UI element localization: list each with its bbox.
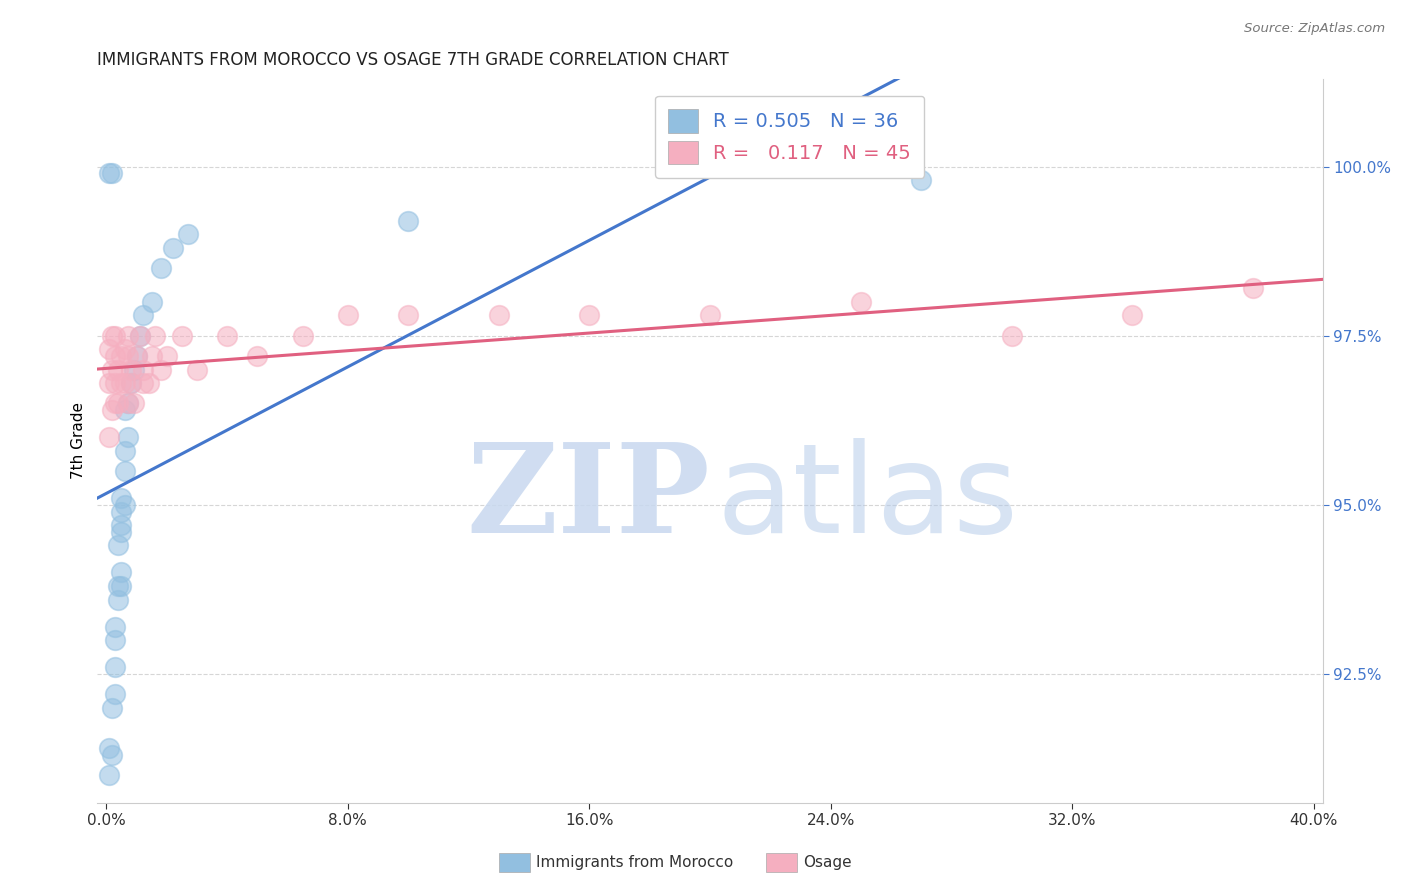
Point [104,619,127,633]
Point [120,376,142,390]
Point [117,349,139,363]
Point [101,403,124,417]
Point [98,768,121,782]
Point [131,309,153,323]
Point [104,633,127,648]
Point [101,748,124,763]
Point [117,396,139,410]
Point [488,309,510,323]
Point [101,166,124,180]
Point [98,166,121,180]
Point [110,505,132,519]
Point [149,260,172,275]
Point [141,349,163,363]
Point [217,328,239,343]
Point [246,349,269,363]
Point [143,328,166,343]
Point [131,362,153,376]
Point [1241,281,1264,295]
Point [110,579,132,593]
Point [1001,328,1024,343]
Point [114,376,136,390]
Point [114,498,136,512]
Point [104,328,127,343]
Text: IMMIGRANTS FROM MOROCCO VS OSAGE 7TH GRADE CORRELATION CHART: IMMIGRANTS FROM MOROCCO VS OSAGE 7TH GRA… [97,51,730,69]
Point [186,362,208,376]
Point [101,700,124,714]
Point [578,309,600,323]
Point [131,376,153,390]
Point [110,376,132,390]
Point [291,328,314,343]
Point [156,349,179,363]
Point [114,403,136,417]
Point [699,309,721,323]
Text: ZIP: ZIP [467,438,710,559]
Point [117,430,139,444]
Y-axis label: 7th Grade: 7th Grade [72,402,86,479]
Point [104,349,127,363]
Point [101,328,124,343]
Text: atlas: atlas [716,438,1018,559]
Point [114,443,136,458]
Point [98,342,121,356]
Point [125,349,148,363]
Point [104,687,127,701]
Point [1121,309,1143,323]
Point [120,362,142,376]
Point [104,396,127,410]
Point [107,396,129,410]
Point [138,376,160,390]
Point [128,328,150,343]
Point [122,362,145,376]
Point [396,309,419,323]
Point [120,376,142,390]
Point [110,524,132,539]
Point [101,362,124,376]
Point [396,213,419,227]
Point [849,294,872,309]
Point [110,491,132,505]
Point [910,173,932,187]
Text: Source: ZipAtlas.com: Source: ZipAtlas.com [1244,22,1385,36]
Point [141,294,163,309]
Point [107,538,129,552]
Point [104,376,127,390]
Point [104,660,127,674]
Text: Immigrants from Morocco: Immigrants from Morocco [536,855,733,870]
Point [117,328,139,343]
Point [125,349,148,363]
Point [177,227,200,242]
Point [110,518,132,533]
Point [114,464,136,478]
Point [128,328,150,343]
Point [110,566,132,580]
Point [98,741,121,756]
Point [110,349,132,363]
Point [107,362,129,376]
Point [149,362,172,376]
Point [98,430,121,444]
Point [336,309,359,323]
Point [117,396,139,410]
Legend: R = 0.505   N = 36, R =   0.117   N = 45: R = 0.505 N = 36, R = 0.117 N = 45 [655,95,925,178]
Point [98,376,121,390]
Point [107,592,129,607]
Point [122,396,145,410]
Point [114,342,136,356]
Point [170,328,193,343]
Text: Osage: Osage [803,855,852,870]
Point [107,579,129,593]
Point [162,241,184,255]
